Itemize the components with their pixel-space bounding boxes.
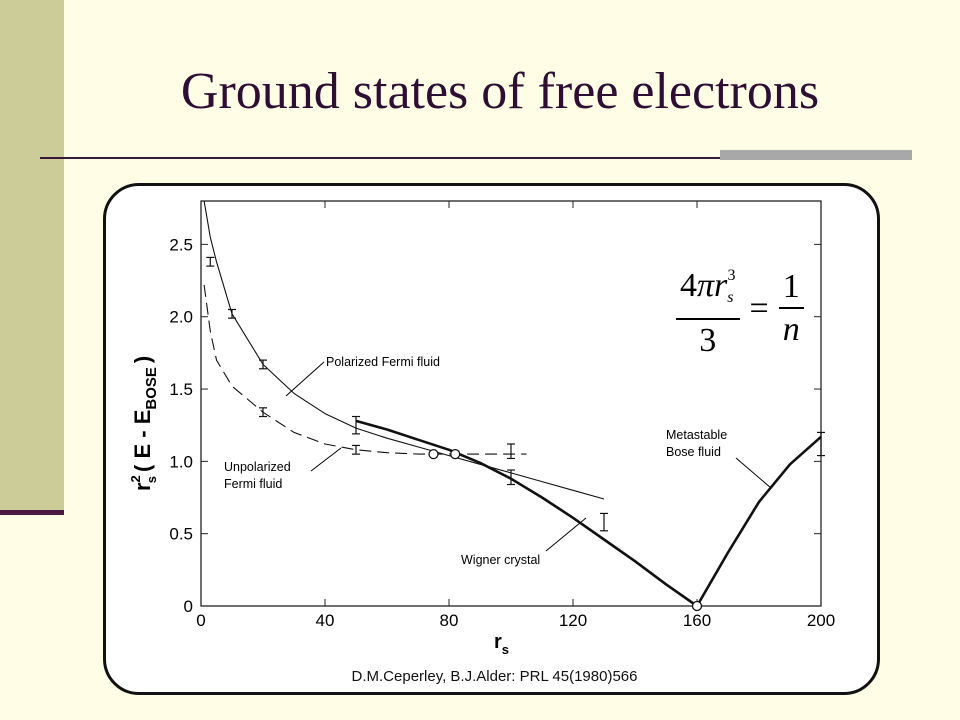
annotation-fermi-fluid: Fermi fluid	[224, 477, 282, 491]
title-divider	[40, 157, 912, 159]
error-bar	[352, 415, 360, 435]
transition-marker	[428, 448, 439, 460]
plot-area	[200, 200, 822, 607]
error-bar	[507, 469, 515, 486]
x-axis-label: rs	[494, 631, 509, 656]
annotation-unpolarized-arrow	[310, 447, 342, 472]
title-divider-accent	[720, 150, 912, 160]
x-tick-label: 120	[559, 611, 587, 630]
left-accent-bar-cap	[0, 510, 64, 515]
x-tick-label: 0	[196, 611, 205, 630]
error-bars	[206, 256, 825, 532]
series-line-unpolarized-fermi-fluid	[203, 284, 527, 455]
x-axis-ticks: 0 40 80 120 160 200	[196, 201, 835, 630]
error-bar	[259, 359, 267, 370]
y-tick-label: 2.5	[169, 235, 193, 254]
annotation-bose-arrow	[735, 457, 772, 489]
svg-text:r2s( E - EBOSE): r2s( E - EBOSE)	[128, 356, 160, 491]
y-tick-label: 1.5	[169, 380, 193, 399]
error-bar	[228, 308, 236, 319]
density-formula: 4πrs3 3 = 1 n	[676, 256, 804, 362]
series-line-metastable-bose-fluid	[695, 435, 822, 607]
y-tick-label: 0	[184, 597, 193, 616]
error-bar	[206, 256, 215, 267]
y-tick-label: 1.0	[169, 452, 193, 471]
annotation-bose-fluid: Bose fluid	[666, 445, 721, 459]
y-axis-label: r2s( E - EBOSE)	[128, 356, 160, 491]
energy-plot: 0 0.5 1.0 1.5 2.0 2.5 0 40 80 120 160 200 r2s( E -…	[128, 200, 835, 656]
series-line-polarized-fermi-fluid	[203, 200, 605, 500]
annotation-polarized-arrow	[285, 361, 325, 397]
annotation-polarized: Polarized Fermi fluid	[326, 355, 440, 369]
x-tick-label: 160	[683, 611, 711, 630]
x-tick-label: 200	[807, 611, 835, 630]
left-accent-bar	[0, 0, 64, 512]
y-axis-ticks: 0 0.5 1.0 1.5 2.0 2.5	[169, 235, 821, 616]
annotation-unpolarized: Unpolarized	[224, 460, 291, 474]
transition-marker	[691, 600, 703, 612]
slide-title: Ground states of free electrons	[180, 63, 820, 120]
series-layer	[203, 200, 822, 608]
transition-markers	[428, 448, 703, 612]
error-bar	[600, 512, 608, 532]
x-tick-label: 40	[316, 611, 335, 630]
x-tick-label: 80	[440, 611, 459, 630]
annotation-wigner: Wigner crystal	[461, 553, 540, 567]
citation: D.M.Ceperley, B.J.Alder: PRL 45(1980)566	[351, 668, 638, 685]
y-tick-label: 2.0	[169, 308, 193, 327]
error-bar	[507, 443, 515, 460]
transition-marker	[450, 448, 461, 460]
series-line-wigner-crystal	[355, 419, 698, 608]
figure-frame: 0 0.5 1.0 1.5 2.0 2.5 0 40 80 120 160 200 r2s( E -…	[103, 183, 880, 695]
annotation-wigner-arrow	[545, 517, 587, 552]
annotation-metastable: Metastable	[666, 428, 727, 442]
y-tick-label: 0.5	[169, 525, 193, 544]
error-bar	[259, 407, 267, 418]
error-bar	[817, 431, 825, 457]
error-bar	[352, 444, 360, 455]
